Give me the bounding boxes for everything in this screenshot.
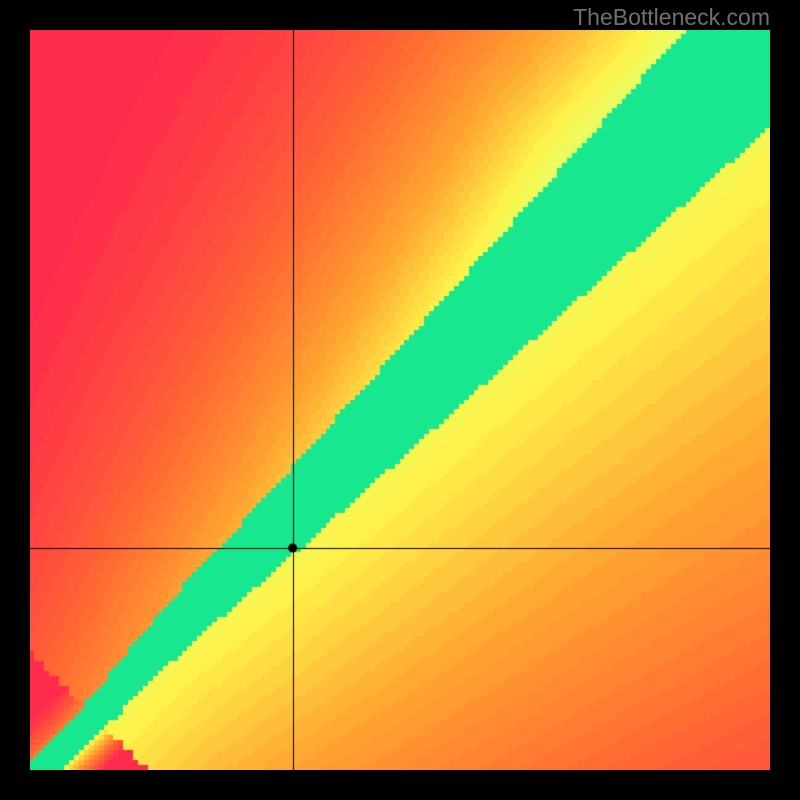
watermark-text: TheBottleneck.com xyxy=(573,4,770,31)
heatmap-canvas xyxy=(30,30,770,770)
heatmap-plot xyxy=(30,30,770,770)
chart-container: TheBottleneck.com xyxy=(0,0,800,800)
